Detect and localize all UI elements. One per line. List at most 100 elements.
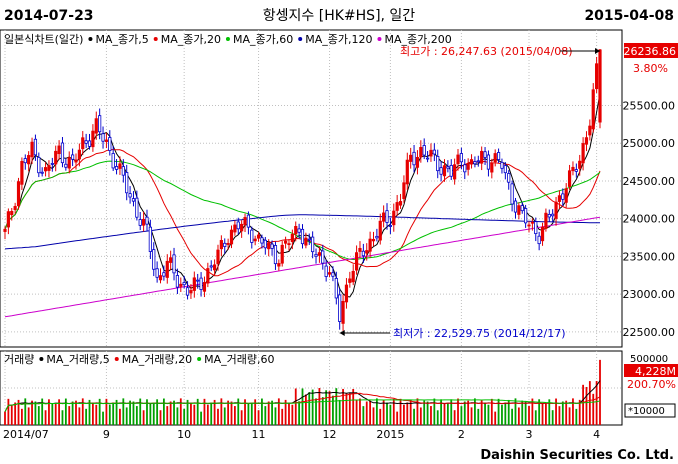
ma120-line	[4, 214, 600, 250]
volume-bar	[375, 398, 378, 425]
volume-bar	[227, 400, 230, 425]
candle-body	[277, 263, 281, 267]
volume-bar	[338, 399, 341, 425]
volume-bar	[250, 403, 253, 425]
candle-body	[6, 211, 10, 228]
candle-body	[165, 260, 169, 278]
last-price-change: 3.80%	[633, 62, 668, 75]
volume-bar	[78, 407, 81, 425]
candle-body	[64, 163, 68, 168]
x-axis-label: 9	[103, 428, 110, 441]
volume-bar	[264, 406, 267, 425]
x-axis-label: 4	[593, 428, 600, 441]
candle-body	[108, 137, 112, 151]
candle-body	[307, 238, 311, 241]
candle-body	[111, 153, 115, 169]
volume-bar	[115, 399, 118, 425]
candle-body	[378, 220, 382, 241]
volume-bar	[139, 398, 142, 425]
volume-bar	[582, 384, 584, 425]
candle-body	[385, 210, 389, 223]
x-axis-label: 3	[526, 428, 533, 441]
candle-body	[524, 208, 528, 224]
chart-title: 항셍지수 [HK#HS], 일간	[263, 8, 416, 24]
volume-bar	[534, 410, 537, 425]
volume-bar	[369, 400, 372, 425]
volume-bar	[545, 403, 547, 425]
volume-bar	[17, 399, 20, 425]
legend-marker	[225, 37, 230, 41]
candle-body	[500, 161, 504, 169]
volume-bar	[132, 401, 135, 425]
candle-body	[196, 279, 200, 282]
volume-bar	[261, 398, 263, 425]
candle-body	[300, 228, 305, 245]
candle-body	[273, 245, 278, 265]
volume-bar	[548, 399, 551, 425]
volume-bar	[595, 381, 598, 425]
candle-body	[409, 154, 413, 162]
volume-bar	[14, 402, 17, 425]
volume-bar	[244, 399, 246, 425]
price-candles	[3, 49, 602, 331]
volume-bar	[75, 400, 77, 425]
candle-body	[314, 253, 318, 257]
candle-body	[260, 237, 264, 244]
volume-bar	[203, 398, 206, 425]
volume-bar	[186, 399, 189, 425]
volume-bar	[217, 408, 219, 425]
volume-bar	[237, 398, 240, 425]
volume-bar	[162, 398, 165, 425]
volume-bar	[119, 408, 121, 425]
candle-body	[179, 283, 183, 287]
candle-body	[101, 133, 105, 142]
volume-bar	[179, 398, 182, 425]
candle-body	[331, 272, 335, 277]
candle-body	[365, 250, 369, 254]
legend-label: MA_종가,120	[305, 33, 372, 46]
candle-body	[240, 223, 244, 232]
price-legend: 일본식차트(일간) MA_종가,5 MA_종가,20 MA_종가,60 MA_종가,12…	[4, 32, 452, 46]
candle-body	[145, 216, 149, 225]
candle-body	[263, 239, 267, 249]
volume-bar	[419, 407, 422, 425]
volume-bar	[200, 411, 202, 425]
volume-bar	[585, 386, 588, 425]
last-volume-change: 200.70%	[627, 378, 676, 391]
volume-bar	[298, 401, 301, 425]
x-axis-labels: 2014/07 9 10 11 12 2015 2 3 4	[3, 428, 600, 441]
candle-body	[341, 300, 345, 324]
candle-body	[382, 212, 386, 222]
candle-body	[510, 183, 514, 205]
candle-body	[175, 275, 180, 288]
candle-body	[581, 143, 585, 164]
ma200-line	[4, 216, 601, 318]
candle-body	[267, 242, 271, 250]
volume-bar	[240, 410, 243, 425]
volume-bar	[348, 393, 351, 425]
candle-body	[483, 151, 487, 158]
volume-bar	[372, 407, 375, 425]
candle-body	[588, 125, 592, 136]
volume-bar	[561, 401, 564, 425]
candle-body	[16, 181, 21, 207]
candle-body	[10, 210, 14, 216]
volume-bar	[152, 403, 155, 425]
volume-bar	[430, 406, 432, 425]
volume-bar	[190, 402, 192, 425]
volume-bar	[173, 400, 175, 425]
volume-bar	[541, 403, 544, 425]
legend-label: MA_종가,5	[95, 33, 148, 46]
candle-body	[321, 250, 325, 264]
candle-body	[456, 154, 460, 165]
candle-body	[584, 137, 589, 145]
volume-bar	[538, 399, 541, 425]
candle-body	[67, 157, 71, 169]
candle-body	[557, 195, 562, 202]
volume-bar	[48, 399, 50, 425]
candle-body	[125, 172, 129, 194]
candle-body	[20, 160, 24, 185]
candle-body	[152, 249, 156, 270]
candle-body	[287, 243, 291, 246]
volume-bar	[416, 398, 419, 425]
